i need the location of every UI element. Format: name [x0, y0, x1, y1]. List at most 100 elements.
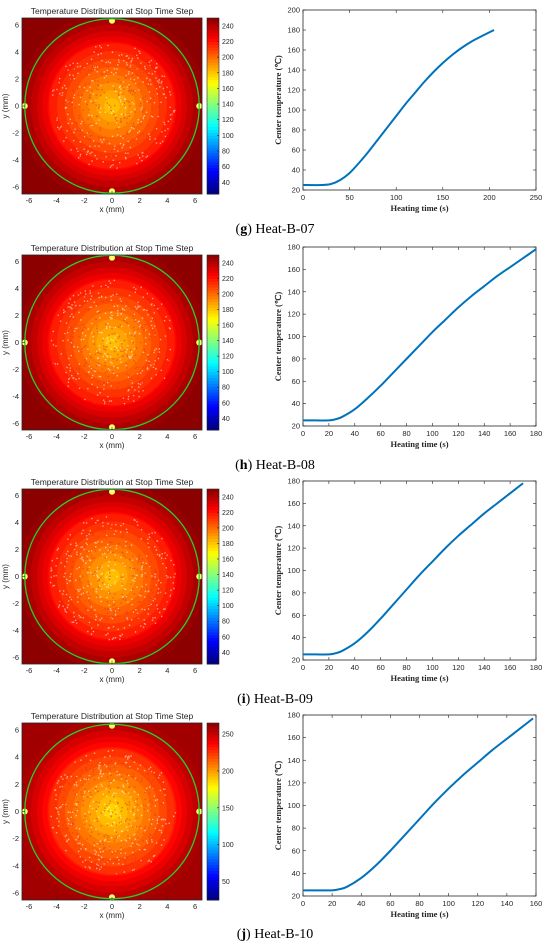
speckle-dot: [125, 596, 127, 599]
x-tick-label: -4: [53, 902, 60, 911]
speckle-dot: [75, 378, 77, 381]
speckle-dot: [122, 577, 124, 579]
speckle-dot: [143, 622, 146, 625]
speckle-dot: [74, 625, 77, 627]
speckle-dot: [167, 128, 169, 130]
speckle-dot: [54, 800, 57, 802]
speckle-dot: [148, 596, 150, 598]
speckle-dot: [65, 593, 68, 596]
speckle-dot: [52, 361, 55, 364]
speckle-dot: [79, 155, 81, 157]
speckle-dot: [173, 587, 175, 590]
colorbar-segment: [207, 608, 219, 612]
speckle-dot: [104, 362, 106, 364]
speckle-dot: [70, 76, 73, 78]
colorbar-segment: [207, 44, 219, 48]
heatmap-title: Temperature Distribution at Stop Time St…: [31, 477, 194, 487]
speckle-dot: [118, 625, 121, 627]
speckle-dot: [84, 326, 86, 329]
speckle-dot: [90, 58, 93, 61]
speckle-dot: [103, 835, 105, 838]
speckle-dot: [79, 856, 81, 858]
speckle-dot: [57, 91, 59, 93]
speckle-dot: [64, 584, 67, 587]
speckle-dot: [143, 116, 146, 119]
speckle-dot: [125, 826, 128, 828]
colorbar-tick-label: 60: [222, 164, 230, 171]
speckle-dot: [164, 592, 167, 594]
speckle-dot: [83, 296, 86, 298]
speckle-dot: [140, 120, 142, 123]
speckle-dot: [150, 834, 152, 836]
speckle-dot: [127, 829, 129, 832]
speckle-dot: [57, 116, 60, 118]
speckle-dot: [137, 809, 139, 811]
speckle-dot: [76, 553, 78, 556]
y-tick-label: -2: [12, 599, 19, 608]
speckle-dot: [151, 548, 154, 550]
speckle-dot: [174, 812, 177, 814]
speckle-dot: [168, 822, 170, 824]
speckle-dot: [85, 608, 87, 610]
speckle-dot: [73, 94, 76, 96]
colorbar-segment: [207, 310, 219, 314]
speckle-dot: [151, 317, 154, 319]
speckle-dot: [141, 159, 143, 162]
speckle-dot: [57, 368, 59, 371]
speckle-dot: [142, 562, 144, 564]
y-tick-label: 100: [287, 801, 300, 810]
colorbar-segment: [207, 811, 219, 815]
hot-spot: [109, 255, 115, 261]
speckle-dot: [64, 821, 66, 823]
speckle-dot: [123, 165, 126, 168]
x-tick-label: 20: [325, 429, 333, 438]
speckle-dot: [134, 362, 137, 364]
speckle-dot: [113, 54, 115, 56]
speckle-dot: [141, 575, 143, 577]
speckle-dot: [138, 50, 140, 52]
speckle-dot: [131, 138, 133, 141]
colorbar-segment: [207, 173, 219, 177]
speckle-dot: [173, 820, 175, 822]
speckle-dot: [122, 786, 125, 788]
speckle-dot: [76, 544, 78, 546]
speckle-dot: [163, 96, 165, 98]
speckle-dot: [114, 757, 117, 760]
speckle-dot: [149, 565, 151, 567]
speckle-dot: [69, 596, 71, 598]
speckle-dot: [64, 558, 67, 560]
speckle-dot: [126, 774, 128, 776]
speckle-dot: [99, 760, 101, 762]
speckle-dot: [151, 351, 153, 353]
speckle-dot: [94, 609, 96, 611]
speckle-dot: [138, 558, 140, 561]
speckle-dot: [91, 379, 93, 381]
speckle-dot: [119, 86, 121, 88]
speckle-dot: [101, 572, 103, 575]
speckle-dot: [146, 155, 149, 157]
colorbar-segment: [207, 805, 219, 810]
speckle-dot: [157, 357, 160, 360]
speckle-dot: [56, 817, 58, 820]
speckle-dot: [89, 135, 91, 137]
speckle-dot: [129, 349, 132, 351]
speckle-dot: [87, 592, 89, 594]
speckle-dot: [135, 395, 137, 398]
speckle-dot: [160, 588, 162, 591]
speckle-dot: [143, 804, 145, 807]
speckle-dot: [157, 592, 159, 594]
speckle-dot: [96, 820, 99, 822]
colorbar-segment: [207, 746, 219, 751]
speckle-dot: [79, 96, 82, 99]
speckle-dot: [118, 816, 121, 819]
speckle-dot: [91, 517, 93, 520]
speckle-dot: [132, 155, 135, 157]
speckle-dot: [72, 823, 74, 825]
speckle-dot: [57, 94, 60, 96]
speckle-dot: [112, 164, 114, 166]
speckle-dot: [90, 90, 92, 92]
speckle-dot: [136, 54, 138, 57]
colorbar-segment: [207, 97, 219, 101]
speckle-dot: [119, 816, 122, 819]
speckle-dot: [64, 572, 66, 575]
